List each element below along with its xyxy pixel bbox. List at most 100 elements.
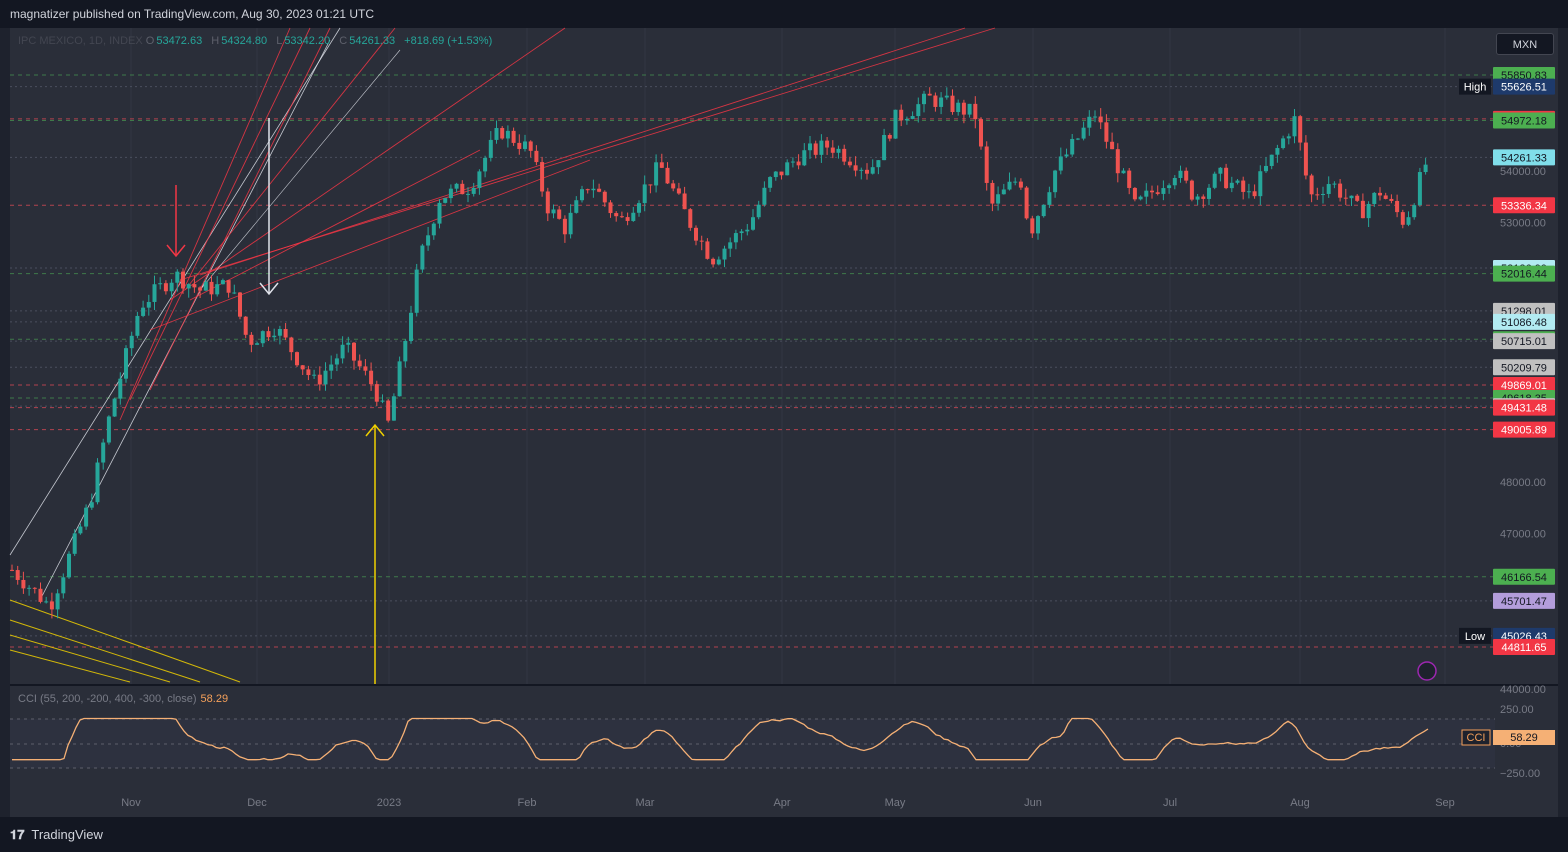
price-label: 49431.48 — [1501, 403, 1547, 415]
candle-body — [448, 188, 453, 199]
currency-button[interactable]: MXN — [1496, 33, 1554, 55]
candle-body — [300, 365, 305, 370]
candle-body — [1081, 127, 1086, 139]
candle-body — [1338, 183, 1343, 198]
high-value: 54324.80 — [221, 35, 268, 47]
candle-body — [1349, 195, 1354, 199]
candle-body — [488, 139, 493, 158]
candle-body — [642, 184, 647, 204]
candle-body — [950, 95, 955, 113]
candle-body — [910, 116, 915, 119]
price-label: 49005.89 — [1501, 425, 1547, 437]
candle-body — [745, 229, 750, 232]
candle-body — [89, 502, 94, 508]
price-label: 52016.44 — [1501, 269, 1547, 281]
low-label: L — [276, 35, 283, 47]
trend-line — [9, 619, 201, 683]
candle-body — [728, 242, 733, 249]
candle-body — [249, 334, 254, 345]
candle-body — [1383, 195, 1388, 199]
candle-body — [1024, 187, 1029, 219]
candle-body — [306, 369, 311, 376]
candle-body — [1241, 180, 1246, 192]
candle-body — [112, 398, 117, 417]
candle-body — [1332, 183, 1337, 185]
price-label: 50209.79 — [1501, 362, 1547, 374]
candle-body — [1001, 189, 1006, 195]
candle-body — [1036, 216, 1040, 234]
candle-body — [67, 553, 71, 578]
candle-body — [255, 343, 260, 345]
candle-body — [1246, 191, 1251, 193]
price-label: 44811.65 — [1501, 642, 1546, 654]
candle-body — [454, 183, 459, 189]
candle-body — [1132, 187, 1137, 200]
candle-body — [979, 119, 983, 147]
cci-legend-label: CCI (55, 200, -200, 400, -300, close) — [18, 693, 197, 705]
candle-body — [768, 177, 773, 188]
price-label-box — [1493, 592, 1555, 609]
candle-body — [1178, 170, 1183, 178]
x-axis-tick: Sep — [1435, 797, 1455, 809]
candle-body — [431, 223, 436, 236]
candle-body — [1121, 170, 1126, 174]
candle-body — [870, 167, 875, 174]
low-value: 53342.20 — [284, 35, 331, 47]
candle-body — [323, 370, 328, 385]
candle-body — [1235, 180, 1240, 183]
candle-body — [15, 570, 20, 580]
candle-body — [1417, 172, 1422, 206]
candle-body — [882, 134, 887, 161]
candle-body — [369, 370, 374, 385]
trend-line — [184, 27, 396, 291]
trend-lines — [9, 27, 996, 683]
candle-body — [226, 280, 231, 293]
symbol-name: IPC MEXICO, 1D, INDEX — [18, 35, 143, 47]
high-label: H — [211, 35, 220, 47]
tradingview-logo[interactable]: 𝟏𝟕 TradingView — [10, 827, 103, 843]
tradingview-logo-icon: 𝟏𝟕 — [10, 827, 25, 842]
candle-body — [403, 340, 408, 362]
candle-body — [716, 259, 721, 265]
candle-body — [1366, 203, 1371, 219]
price-label: 50715.01 — [1501, 336, 1547, 348]
price-label: 55626.51 — [1501, 82, 1547, 94]
candle-body — [996, 194, 1001, 204]
candle-body — [1201, 196, 1206, 199]
candle-body — [380, 400, 385, 402]
candle-body — [198, 287, 203, 291]
candle-body — [272, 335, 277, 338]
price-label-box — [1493, 112, 1555, 129]
candle-body — [984, 146, 989, 183]
candle-body — [990, 182, 995, 204]
tag-box — [1459, 627, 1491, 644]
candle-body — [106, 416, 111, 443]
candle-body — [602, 191, 607, 203]
red-arrow-head — [166, 244, 186, 258]
price-label: 51086.48 — [1501, 317, 1547, 329]
candle-body — [1053, 170, 1058, 193]
trend-line — [149, 159, 591, 331]
candle-body — [1275, 148, 1280, 155]
candle-body — [1172, 177, 1177, 186]
cci-legend: CCI (55, 200, -200, 400, -300, close) 58.… — [18, 693, 228, 705]
candle-body — [694, 227, 698, 241]
candle-body — [1286, 136, 1291, 139]
candle-body — [927, 93, 932, 96]
publisher-line: magnatizer published on TradingView.com,… — [10, 7, 375, 21]
cci-value-badge — [1493, 730, 1555, 745]
candle-body — [562, 218, 567, 235]
candle-body — [825, 140, 830, 148]
candle-body — [773, 171, 778, 178]
candle-body — [494, 128, 499, 140]
x-axis-tick: Nov — [121, 797, 141, 809]
candle-body — [1269, 154, 1274, 166]
candle-body — [887, 134, 892, 139]
x-axis-tick: May — [885, 797, 906, 809]
x-axis-tick: Apr — [773, 797, 790, 809]
candle-body — [517, 142, 522, 149]
candle-body — [933, 95, 938, 107]
candle-body — [215, 284, 220, 295]
candle-body — [961, 102, 966, 115]
